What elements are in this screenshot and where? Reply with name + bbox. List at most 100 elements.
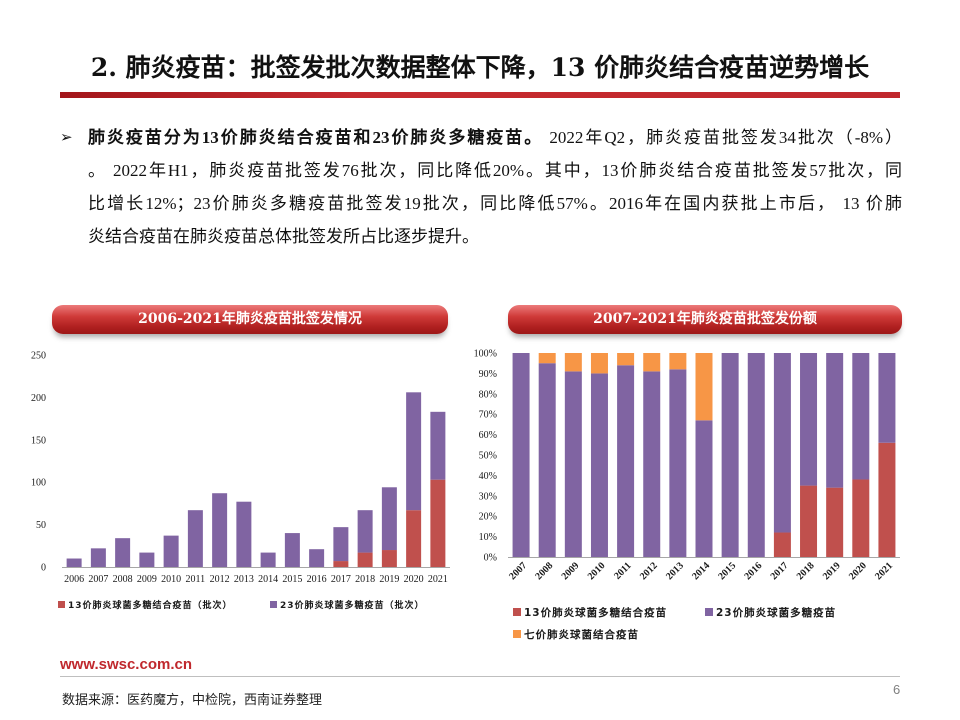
share-x-tick-label: 2015 <box>716 560 738 582</box>
batch-legend-swatch-pcv13 <box>58 601 65 608</box>
share-y-tick-label: 60% <box>479 430 497 441</box>
batch-bar-ppv23-2014 <box>260 552 276 567</box>
share-y-tick-label: 70% <box>479 410 497 421</box>
batch-bar-ppv23-2013 <box>236 501 252 567</box>
footer-website: www.swsc.com.cn <box>60 656 192 673</box>
batch-x-tick-label: 2020 <box>404 574 424 585</box>
share-bar-pcv13-2021 <box>878 442 896 557</box>
bullet-arrow-icon: ➢ <box>60 128 73 146</box>
batch-x-tick-label: 2009 <box>137 574 157 585</box>
batch-stacked-bar-chart: 0 50 100 150 200 250 2006 2007 2008 2009 2010 2011 2… <box>31 351 450 611</box>
page-number: 6 <box>893 682 901 697</box>
batch-bar-ppv23-2007 <box>90 548 106 567</box>
share-legend-swatch-pcv13 <box>513 608 521 616</box>
share-legend-swatch-ppv23 <box>705 608 713 616</box>
share-bar-ppv23-2020 <box>852 353 870 480</box>
share-chart-title-banner: 2007-2021年肺炎疫苗批签发份额 <box>508 305 902 334</box>
batch-x-tick-label: 2016 <box>307 574 327 585</box>
batch-bar-ppv23-2018 <box>357 510 373 553</box>
share-bar-pcv7-2009 <box>564 353 582 372</box>
share-bar-pcv7-2008 <box>538 353 556 364</box>
share-y-tick-label: 30% <box>479 491 497 502</box>
batch-bar-pcv13-2017 <box>333 561 349 567</box>
share-y-tick-label: 80% <box>479 389 497 400</box>
share-bar-pcv13-2019 <box>826 487 844 557</box>
bullet-paragraph: 肺炎疫苗分为13价肺炎结合疫苗和23价肺炎多糖疫苗。 2022年Q2，肺炎疫苗批… <box>88 121 902 253</box>
title-underline-bar <box>60 92 900 98</box>
batch-bar-ppv23-2019 <box>381 487 397 551</box>
batch-y-tick-label: 250 <box>31 351 46 362</box>
batch-x-tick-label: 2017 <box>331 574 351 585</box>
batch-x-tick-label: 2014 <box>258 574 278 585</box>
share-x-tick-label: 2019 <box>821 560 843 582</box>
share-bar-ppv23-2011 <box>617 365 635 557</box>
share-x-tick-label: 2008 <box>533 560 555 582</box>
batch-x-tick-label: 2010 <box>161 574 181 585</box>
paragraph-line-4: 炎结合疫苗在肺炎疫苗总体批签发所占比逐步提升。 <box>88 227 479 246</box>
share-x-tick-label: 2018 <box>795 560 817 582</box>
share-percent-stacked-bar-chart: 0%10%20%30%40%50%60%70%80%90%100%2007 200… <box>474 349 900 641</box>
batch-bar-pcv13-2019 <box>381 550 397 567</box>
batch-x-tick-label: 2018 <box>355 574 375 585</box>
batch-bar-pcv13-2021 <box>430 479 446 567</box>
share-bar-ppv23-2012 <box>643 371 661 557</box>
share-x-tick-label: 2011 <box>612 560 634 582</box>
batch-x-tick-label: 2007 <box>88 574 108 585</box>
batch-y-tick-label: 150 <box>31 435 46 446</box>
data-source-note: 数据来源：医药魔方，中检院，西南证券整理 <box>62 692 323 707</box>
share-x-tick-label: 2010 <box>586 560 608 582</box>
paragraph-line-1: 肺炎疫苗分为13价肺炎结合疫苗和23价肺炎多糖疫苗。 2022年Q2，肺炎疫苗批… <box>88 121 902 154</box>
share-x-tick-label: 2020 <box>847 560 869 582</box>
share-x-tick-label: 2012 <box>638 560 660 582</box>
share-bar-pcv7-2012 <box>643 353 661 372</box>
share-bar-ppv23-2010 <box>590 373 608 557</box>
share-bar-pcv13-2020 <box>852 479 870 557</box>
batch-bar-ppv23-2015 <box>284 533 300 567</box>
paragraph-bold-lead: 肺炎疫苗分为13价肺炎结合疫苗和23价肺炎多糖疫苗。 <box>88 128 544 147</box>
share-bar-ppv23-2009 <box>564 371 582 557</box>
batch-x-tick-label: 2011 <box>186 574 206 585</box>
batch-bar-ppv23-2006 <box>66 558 82 567</box>
share-bar-pcv7-2010 <box>590 353 608 374</box>
share-legend-label-pcv13: 13价肺炎球菌多糖结合疫苗 <box>524 606 667 619</box>
batch-bar-ppv23-2008 <box>115 538 131 567</box>
share-y-tick-label: 0% <box>484 553 497 564</box>
share-x-tick-label: 2013 <box>664 560 686 582</box>
slide-title: 2. 肺炎疫苗：批签发批次数据整体下降，13 价肺炎结合疫苗逆势增长 <box>90 53 870 82</box>
share-bar-ppv23-2014 <box>695 420 713 557</box>
batch-y-tick-label: 0 <box>41 563 46 574</box>
share-y-tick-label: 100% <box>474 349 497 360</box>
batch-x-tick-label: 2008 <box>113 574 133 585</box>
batch-bar-ppv23-2021 <box>430 411 446 480</box>
batch-x-tick-label: 2019 <box>379 574 399 585</box>
share-legend-swatch-pcv7 <box>513 630 521 638</box>
share-legend-label-ppv23: 23价肺炎球菌多糖疫苗 <box>716 606 836 619</box>
batch-x-tick-label: 2015 <box>282 574 302 585</box>
share-y-tick-label: 40% <box>479 471 497 482</box>
share-bar-pcv13-2018 <box>800 485 818 557</box>
batch-bar-pcv13-2018 <box>357 552 373 567</box>
share-bar-ppv23-2017 <box>773 353 791 533</box>
share-x-tick-label: 2021 <box>873 560 895 582</box>
batch-bar-ppv23-2016 <box>309 549 325 567</box>
share-y-tick-label: 50% <box>479 451 497 462</box>
share-bar-ppv23-2019 <box>826 353 844 488</box>
share-bar-ppv23-2021 <box>878 353 896 443</box>
share-bar-ppv23-2015 <box>721 353 739 557</box>
share-y-tick-label: 90% <box>479 369 497 380</box>
share-bar-pcv7-2014 <box>695 353 713 421</box>
share-bar-pcv7-2011 <box>617 353 635 366</box>
share-x-tick-label: 2014 <box>690 560 712 582</box>
batch-y-tick-label: 50 <box>36 520 46 531</box>
batch-y-tick-label: 200 <box>31 393 46 404</box>
share-bar-ppv23-2018 <box>800 353 818 486</box>
paragraph-line-3: 比增长12%；23价肺炎多糖疫苗批签发19批次，同比降低57%。2016年在国内… <box>88 194 902 213</box>
share-bar-ppv23-2013 <box>669 369 687 557</box>
footer-divider <box>60 676 900 677</box>
batch-legend-label-ppv23: 23价肺炎球菌多糖疫苗（批次） <box>280 599 425 611</box>
batch-bar-ppv23-2017 <box>333 527 349 562</box>
paragraph-line-2: 。 2022年H1，肺炎疫苗批签发76批次，同比降低20%。其中，13价肺炎结合… <box>88 161 902 180</box>
batch-legend-swatch-ppv23 <box>270 601 277 608</box>
batch-x-tick-label: 2012 <box>210 574 230 585</box>
share-bar-ppv23-2016 <box>747 353 765 557</box>
